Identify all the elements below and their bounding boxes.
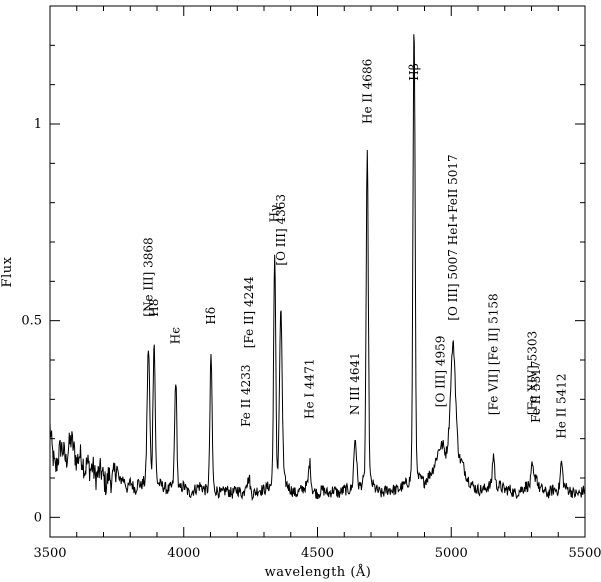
line-label: [O III] 4363 xyxy=(274,194,288,266)
line-label: Hδ xyxy=(204,307,218,325)
y-tick-label: 1 xyxy=(34,117,42,132)
line-label: [Fe VII] [Fe II] 5158 xyxy=(487,293,501,415)
x-axis-label: wavelength (Å) xyxy=(265,564,372,580)
line-label: He II 4686 xyxy=(360,59,374,124)
line-label: He II 5412 xyxy=(554,373,568,438)
line-label: [O III] 5007 HeI+FeII 5017 xyxy=(446,154,460,320)
spectrum-series-0 xyxy=(49,34,586,502)
line-label: Hϵ xyxy=(169,327,183,344)
x-tick-label: 5500 xyxy=(568,546,601,561)
line-label: Fe II 5317 xyxy=(529,361,543,423)
x-tick-label: 3500 xyxy=(33,546,66,561)
line-label: He I 4471 xyxy=(303,359,317,419)
line-label: N III 4641 xyxy=(348,352,362,415)
line-label: Fe II 4233 xyxy=(239,364,253,426)
line-label: [O III] 4959 xyxy=(433,336,447,408)
line-label: Hγ xyxy=(268,205,282,223)
x-tick-label: 5000 xyxy=(435,546,468,561)
y-tick-label: 0.5 xyxy=(21,314,42,329)
plot-frame xyxy=(49,5,586,538)
y-axis-label: Flux xyxy=(0,256,15,287)
line-label: [Fe II] 4244 xyxy=(242,276,256,348)
y-tick-label: 0 xyxy=(34,510,42,525)
line-label: Hβ xyxy=(407,63,421,80)
series-layer xyxy=(49,34,586,502)
line-label: H8 xyxy=(147,299,161,317)
x-axis-ticks: 3500 4000 4500 5000 5500 xyxy=(33,6,601,561)
line-label: [Fe XIV] 5303 xyxy=(525,331,539,415)
x-tick-label: 4500 xyxy=(301,546,334,561)
x-tick-label: 4000 xyxy=(167,546,200,561)
y-axis-ticks: 00.51 xyxy=(21,44,585,525)
line-label: [Ne III] 3868 xyxy=(141,237,155,316)
